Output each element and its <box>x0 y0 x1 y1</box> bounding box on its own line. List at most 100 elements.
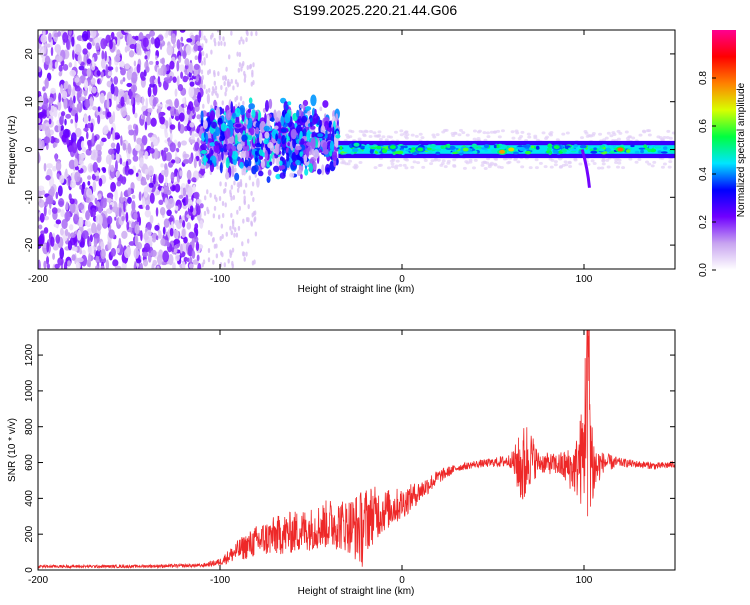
spectrogram-cell <box>97 78 100 85</box>
spectrogram-cell <box>444 128 449 132</box>
spectrogram-cell <box>145 97 148 110</box>
spectrogram-cell <box>142 197 146 209</box>
spectrogram-cell <box>320 125 326 135</box>
spectrogram-cell <box>427 147 432 151</box>
spectrogram-cell <box>116 49 121 58</box>
spectrogram-cell <box>179 30 186 33</box>
spectrogram-cell <box>546 150 550 154</box>
spectrogram-cell <box>416 161 421 165</box>
spectrogram-cell <box>254 127 260 135</box>
spectrogram-cell <box>300 138 305 145</box>
spectrogram-cell <box>108 59 112 67</box>
spectrogram-cell <box>230 30 233 36</box>
spectrogram-cell <box>493 130 498 134</box>
spectrogram-cell <box>178 55 182 63</box>
spectrogram-cell <box>116 180 122 187</box>
spectrogram-cell <box>100 265 105 269</box>
spectrogram-peak <box>415 146 426 153</box>
spectrogram-cell <box>147 165 154 176</box>
spectrogram-cell <box>199 203 204 209</box>
spectrogram-cell <box>54 61 58 69</box>
spectrogram-cell <box>109 39 113 50</box>
spectrogram-cell <box>140 180 148 186</box>
spectrogram-cell <box>161 150 167 162</box>
spectrogram-cell <box>254 231 258 237</box>
spectrogram-cell <box>160 163 164 168</box>
spectrogram-cell <box>614 161 619 165</box>
spectrogram-cell <box>106 98 110 110</box>
spectrogram-cell <box>106 131 111 140</box>
spectrogram-cell <box>512 151 519 155</box>
spectrogram-cell <box>149 147 155 154</box>
spectrogram-cell <box>303 154 308 164</box>
spectrogram-cell <box>198 170 206 175</box>
spectrogram-cell <box>119 79 124 85</box>
spectrogram-cell <box>230 78 233 84</box>
spectrogram-cell <box>561 150 567 153</box>
spectrogram-cell <box>579 136 584 140</box>
spectrogram-cell <box>257 170 264 177</box>
spectrogram-cell <box>142 251 149 257</box>
spectrogram-cell <box>300 174 303 180</box>
spectrogram-cell <box>182 50 187 60</box>
spectrogram-cell <box>224 127 231 139</box>
spectrogram-cell <box>58 64 63 72</box>
spectrogram-cell <box>228 148 233 157</box>
spectrogram-cell <box>195 241 200 252</box>
spectrogram-cell <box>637 158 642 162</box>
spectrogram-cell <box>38 95 44 106</box>
spectrogram-cell <box>348 129 353 133</box>
spectrogram-cell <box>604 136 609 140</box>
spectrogram-cell <box>191 130 195 140</box>
spectrogram-cell <box>322 141 328 152</box>
spectrogram-cell <box>153 148 159 160</box>
spectrogram-cell <box>52 253 55 260</box>
spectrogram-cell <box>400 145 406 149</box>
spectrogram-cell <box>98 214 103 226</box>
spectrogram-cell <box>236 187 240 193</box>
spectrogram-cell <box>520 130 525 134</box>
spectrogram-cell <box>86 42 92 50</box>
spectrogram-cell <box>329 140 335 152</box>
spectrogram-cell <box>404 145 408 149</box>
spectrogram-cell <box>231 165 235 178</box>
spectrogram-cell <box>110 83 115 95</box>
spectrogram-cell <box>124 248 131 259</box>
spectrogram-cell <box>312 113 319 124</box>
spectrogram-cell <box>84 98 91 109</box>
spectrogram-cell <box>96 51 100 56</box>
spectrogram-cell <box>51 207 58 214</box>
spectrogram-cell <box>43 162 47 172</box>
spectrogram-cell <box>489 130 494 134</box>
spectrogram-cell <box>455 147 459 150</box>
spectrogram-cell <box>583 130 588 134</box>
spectrogram-cell <box>110 181 116 193</box>
spectrogram-cell <box>46 109 50 118</box>
spectrogram-cell <box>106 111 112 118</box>
spectrogram-cell <box>396 150 404 155</box>
spectrogram-cell <box>182 75 188 83</box>
spectrogram-cell <box>210 121 217 129</box>
spectrogram-cell <box>175 254 180 262</box>
spectrogram-cell <box>260 159 266 169</box>
spectrogram-cell <box>253 259 256 265</box>
spectrogram-cell <box>182 97 186 104</box>
spectrogram-cell <box>278 164 286 170</box>
spectrogram-cell <box>62 32 69 43</box>
spectrogram-cell <box>111 153 115 160</box>
spectrogram-cell <box>547 143 553 149</box>
spectrogram-cell <box>230 212 233 218</box>
spectrogram-cell <box>68 174 71 187</box>
spectrogram-cell <box>220 122 227 132</box>
spectrogram-cell <box>472 129 477 133</box>
spectrogram-cell <box>108 229 115 239</box>
spectrogram-marks <box>38 30 675 269</box>
spectrogram-cell <box>58 92 62 103</box>
spectrogram-cell <box>193 63 200 70</box>
spectrogram-cell <box>238 39 241 45</box>
spectrogram-cell <box>241 241 244 247</box>
spectrogram-cell <box>90 30 97 39</box>
spectrogram-cell <box>131 200 136 212</box>
spectrogram-cell <box>144 168 149 176</box>
colorbar: 0.0 0.2 0.4 0.6 0.8 Normalized spectral ampl… <box>698 30 747 277</box>
